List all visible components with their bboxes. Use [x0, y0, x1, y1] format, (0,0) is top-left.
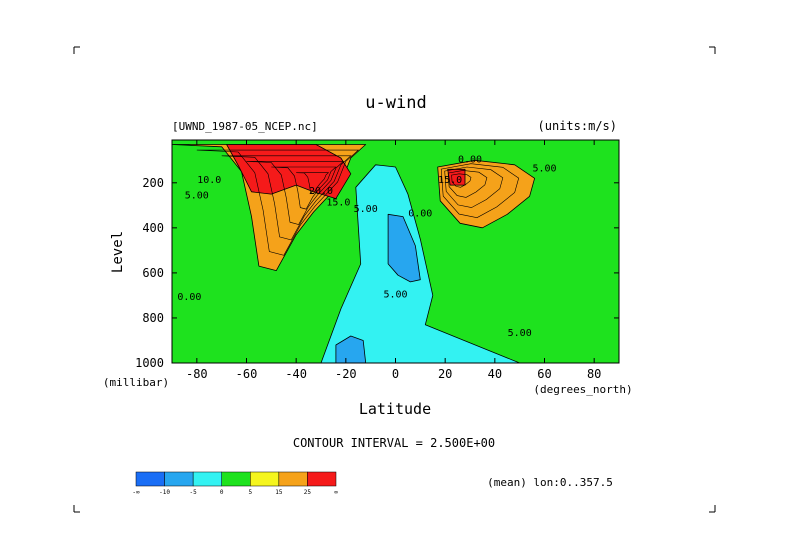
x-tick-label: 60 — [537, 367, 551, 381]
jet-nh-contour — [444, 166, 504, 208]
wind-region-easterly-core — [387, 213, 421, 283]
jet-sh-contour — [296, 172, 330, 195]
colorbar-swatch — [164, 471, 194, 487]
contour-label: 15.0 — [326, 197, 350, 208]
colorbar-swatch — [307, 471, 337, 487]
colorbar-label: -∞ — [132, 489, 140, 496]
contour-label: 5.00 — [383, 290, 407, 301]
x-tick-label: 40 — [488, 367, 502, 381]
x-units-label: (degrees_north) — [533, 383, 632, 396]
x-axis-label: Latitude — [359, 400, 431, 418]
x-tick-label: -80 — [186, 367, 208, 381]
contour-label: 15.0 — [438, 175, 462, 186]
wind-region-easterly-surface — [335, 335, 367, 363]
contour-label: 5.00 — [532, 164, 556, 175]
contour-label: 0.00 — [177, 292, 201, 303]
y-tick-label: 200 — [142, 176, 164, 190]
colorbar-swatch — [250, 471, 280, 487]
x-tick-label: -60 — [236, 367, 258, 381]
colorbar-swatch — [135, 471, 165, 487]
contour-label: 5.00 — [508, 328, 532, 339]
jet-nh-contour — [447, 170, 488, 198]
colorbar: -∞ -10 -5 0 5 15 25 ∞ — [132, 471, 338, 496]
jet-nh-contour — [451, 173, 472, 188]
colorbar-label: ∞ — [334, 489, 338, 496]
contour-label: 5.00 — [354, 204, 378, 215]
colorbar-label: -10 — [159, 489, 170, 496]
y-units-label: (millibar) — [103, 376, 169, 389]
jet-nh-contour — [440, 163, 520, 219]
jet-sh-contour — [196, 149, 360, 256]
colorbar-label: 0 — [220, 489, 224, 496]
contour-label: 5.00 — [185, 191, 209, 202]
contour-label: 0.00 — [408, 209, 432, 220]
colorbar-swatch — [221, 471, 251, 487]
colorbar-label: 5 — [248, 489, 252, 496]
chart-title: u-wind — [365, 93, 426, 113]
x-tick-label: 0 — [392, 367, 399, 381]
y-axis-label: Level — [110, 231, 126, 273]
y-tick-label: 400 — [142, 221, 164, 235]
wind-region-easterly-tropics — [320, 164, 521, 363]
units-label: (units:m/s) — [538, 119, 617, 133]
jet-sh-contour — [221, 155, 352, 241]
y-tick-label: 800 — [142, 311, 164, 325]
contour-label: 20.0 — [309, 186, 333, 197]
contour-label: 10.0 — [197, 175, 221, 186]
crop-marks — [73, 46, 716, 513]
dataset-label: [UWND_1987-05_NCEP.nc] — [172, 120, 318, 133]
x-tick-label: -20 — [335, 367, 357, 381]
colorbar-label: -5 — [190, 489, 198, 496]
mean-lon-note: (mean) lon:0..357.5 — [487, 476, 613, 489]
colorbar-swatch — [278, 471, 308, 487]
colorbar-label: 25 — [304, 489, 312, 496]
contour-label: 0.00 — [458, 155, 482, 166]
y-tick-label: 600 — [142, 266, 164, 280]
y-tick-label: 1000 — [135, 356, 164, 370]
jet-sh-contour — [246, 161, 345, 225]
x-tick-label: -40 — [285, 367, 307, 381]
x-tick-label: 80 — [587, 367, 601, 381]
colorbar-label: 15 — [275, 489, 283, 496]
contour-interval-label: CONTOUR INTERVAL = 2.500E+00 — [293, 436, 495, 450]
colorbar-swatch — [192, 471, 222, 487]
jet-sh-contour — [271, 166, 337, 210]
x-tick-label: 20 — [438, 367, 452, 381]
